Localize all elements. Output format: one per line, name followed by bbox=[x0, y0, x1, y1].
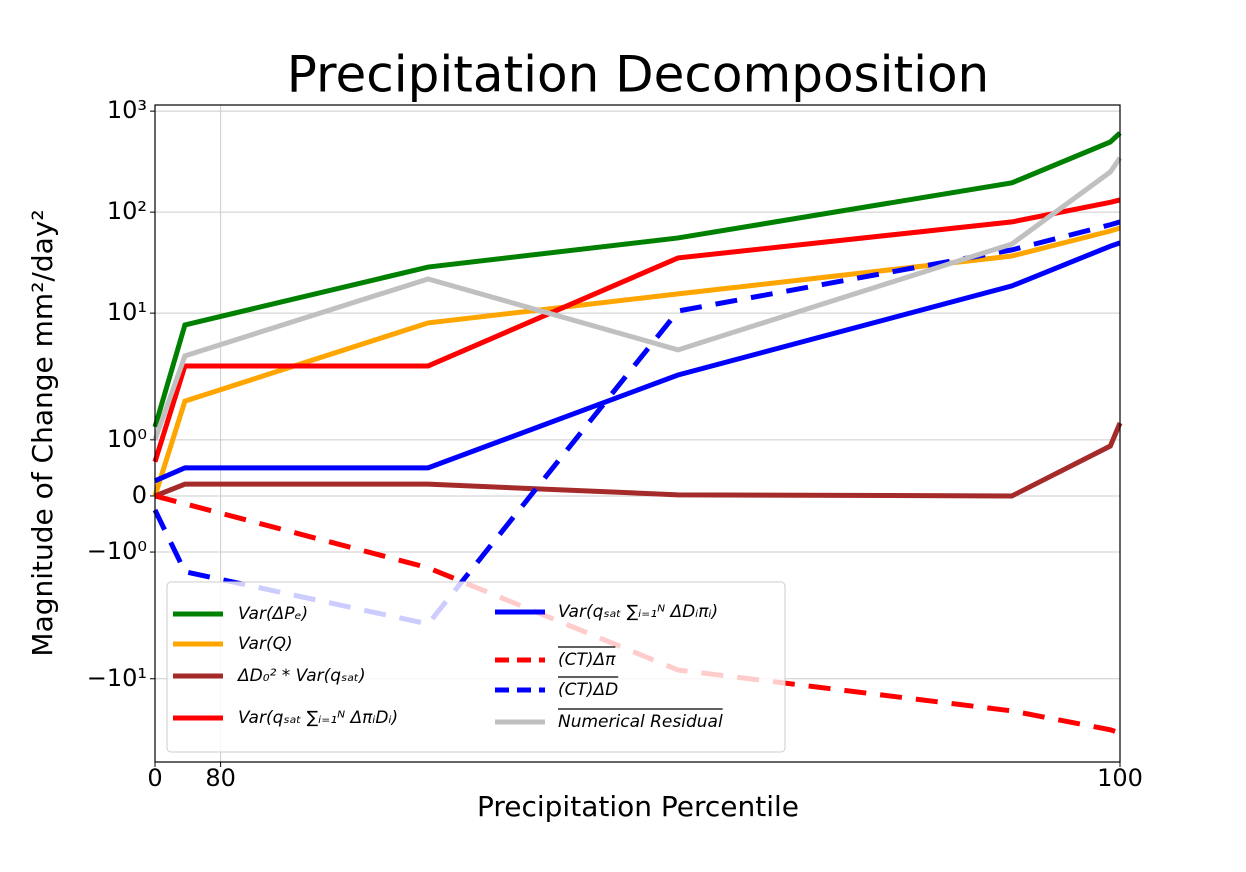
legend-label: Var(ΔPₑ) bbox=[238, 604, 308, 624]
y-tick-label: −10⁰ bbox=[87, 537, 147, 565]
legend: Var(ΔPₑ) Var(Q) ΔD₀² * Var(qₛₐₜ) Var(qₛₐₜ ∑… bbox=[166, 581, 786, 753]
x-tick-label: 80 bbox=[205, 764, 236, 792]
legend-label: (CT)Δπ bbox=[558, 650, 616, 670]
line-series bbox=[154, 422, 1123, 499]
line-series bbox=[152, 219, 1121, 627]
legend-label: Var(Q) bbox=[238, 634, 293, 654]
line-series bbox=[152, 197, 1121, 463]
legend-label: (CT)ΔD bbox=[558, 680, 618, 700]
plot-lines bbox=[152, 131, 1123, 736]
y-axis-label: Magnitude of Change mm²/day² bbox=[26, 209, 59, 656]
y-tick-label: 0 bbox=[132, 481, 147, 509]
y-tick-label: 10¹ bbox=[107, 298, 147, 326]
x-axis-label: Precipitation Percentile bbox=[477, 790, 799, 823]
chart-title: Precipitation Decomposition bbox=[287, 46, 990, 104]
y-tick-label: 10² bbox=[107, 197, 147, 225]
plot-frame bbox=[154, 104, 1121, 763]
y-tick-label: 10³ bbox=[107, 96, 147, 124]
legend-label: Var(qₛₐₜ ∑ᵢ₌₁ᴺ ΔDᵢπᵢ) bbox=[558, 602, 718, 622]
legend-label: Var(qₛₐₜ ∑ᵢ₌₁ᴺ ΔπᵢDᵢ) bbox=[238, 708, 398, 728]
line-series bbox=[152, 225, 1121, 497]
legend-label: ΔD₀² * Var(qₛₐₜ) bbox=[236, 666, 366, 686]
x-tick-label: 100 bbox=[1097, 764, 1143, 792]
line-series bbox=[154, 240, 1121, 484]
line-series bbox=[152, 156, 1123, 441]
line-series bbox=[152, 131, 1122, 428]
x-tick-label: 0 bbox=[147, 764, 162, 792]
y-tick-label: −10¹ bbox=[87, 664, 147, 692]
y-tick-label: 10⁰ bbox=[107, 425, 147, 453]
legend-label: Numerical Residual bbox=[558, 712, 723, 732]
